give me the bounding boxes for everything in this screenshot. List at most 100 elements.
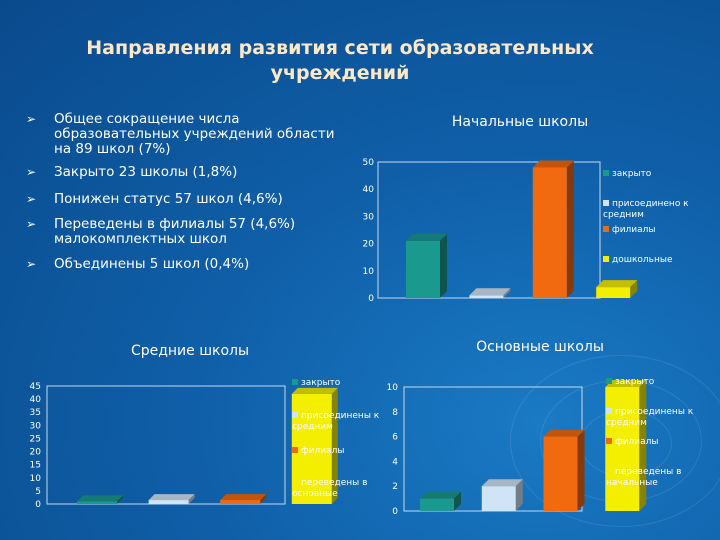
chart-title-secondary: Средние школы xyxy=(130,343,250,359)
y-tick-label: 35 xyxy=(30,408,41,418)
arrow-bullet-icon: ➢ xyxy=(26,112,37,126)
bullet-item: ➢ Понижен статус 57 школ (4,6%) xyxy=(22,192,342,207)
arrow-bullet-icon: ➢ xyxy=(26,192,37,206)
y-tick-label: 2 xyxy=(392,482,398,492)
ripple-decoration xyxy=(510,355,720,527)
bar-top xyxy=(596,280,638,288)
y-tick-label: 40 xyxy=(363,185,375,195)
y-tick-label: 50 xyxy=(363,158,375,168)
y-tick-label: 15 xyxy=(30,461,41,471)
bar xyxy=(77,501,117,504)
legend-label: средним xyxy=(603,210,644,220)
legend-swatch xyxy=(292,447,298,453)
bar-side xyxy=(639,380,647,511)
y-tick-label: 8 xyxy=(392,408,398,418)
legend-label: присоединены к xyxy=(301,411,380,421)
bullet-item: ➢ Общее сокращение числа образовательных … xyxy=(22,112,342,157)
bar-top xyxy=(406,233,447,241)
bullet-text: Закрыто 23 школы (1,8%) xyxy=(54,164,238,180)
y-tick-label: 25 xyxy=(30,434,41,444)
legend-label: закрыто xyxy=(615,377,655,387)
legend-swatch xyxy=(292,479,298,485)
bar-top xyxy=(420,491,461,499)
bar-side xyxy=(503,288,511,298)
bullet-text: Понижен статус 57 школ (4,6%) xyxy=(54,191,283,207)
legend-label: филиалы xyxy=(301,446,345,456)
bar-side xyxy=(331,387,338,504)
bullet-text: Переведены в филиалы 57 (4,6%) малокомпл… xyxy=(54,216,296,247)
bullet-item: ➢ Переведены в филиалы 57 (4,6%) малокомп… xyxy=(22,217,342,247)
legend-swatch xyxy=(606,468,612,474)
legend-label: переведены в xyxy=(615,467,681,477)
bar-top xyxy=(605,380,647,387)
y-tick-label: 40 xyxy=(30,395,42,405)
legend-label: переведены в xyxy=(301,478,367,488)
legend-label: средним xyxy=(292,422,333,432)
arrow-bullet-icon: ➢ xyxy=(26,257,37,271)
legend-label: филиалы xyxy=(612,225,656,235)
bar xyxy=(469,295,504,298)
y-tick-label: 10 xyxy=(363,267,375,277)
y-tick-label: 10 xyxy=(30,474,42,484)
bar-side xyxy=(630,280,638,298)
legend-swatch xyxy=(603,200,609,206)
bar xyxy=(406,240,440,298)
bar xyxy=(596,287,631,298)
arrow-bullet-icon: ➢ xyxy=(26,217,37,231)
legend-label: основные xyxy=(292,489,338,499)
legend-swatch xyxy=(292,379,298,385)
bar-side xyxy=(260,494,267,504)
legend-swatch xyxy=(606,438,612,444)
bar-top xyxy=(481,479,523,487)
bullet-text: Объединены 5 школ (0,4%) xyxy=(54,256,250,272)
y-tick-label: 6 xyxy=(392,433,398,443)
legend-swatch xyxy=(292,412,298,418)
bar-side xyxy=(454,491,461,511)
y-tick-label: 0 xyxy=(368,294,374,304)
y-tick-label: 20 xyxy=(363,240,375,250)
bar-top xyxy=(469,288,511,296)
y-tick-label: 0 xyxy=(35,500,41,510)
arrow-bullet-icon: ➢ xyxy=(26,165,37,179)
bar xyxy=(291,393,332,504)
bar xyxy=(543,436,578,511)
legend-label: присоединены к xyxy=(615,407,694,417)
y-tick-label: 45 xyxy=(30,382,41,392)
y-tick-label: 10 xyxy=(387,383,399,393)
bar-side xyxy=(188,494,195,504)
legend-swatch xyxy=(603,256,609,262)
bar-side xyxy=(566,160,574,298)
bar-side xyxy=(440,233,447,298)
bar xyxy=(481,486,516,511)
legend-label: начальные xyxy=(606,478,658,488)
bar xyxy=(148,500,189,504)
bar-side xyxy=(117,495,123,504)
legend-swatch xyxy=(603,226,609,232)
slide-title-line-2: учреждений xyxy=(270,62,410,84)
bar-side xyxy=(577,429,585,511)
y-tick-label: 20 xyxy=(30,448,42,458)
bar-top xyxy=(148,494,195,501)
bar-top xyxy=(291,387,338,394)
legend-swatch xyxy=(606,378,612,384)
bullet-item: ➢ Объединены 5 школ (0,4%) xyxy=(22,257,342,272)
legend-label: закрыто xyxy=(612,169,652,179)
legend-label: присоединено к xyxy=(612,199,689,209)
legend-label: дошкольные xyxy=(612,255,673,265)
chart-title-primary: Начальные школы xyxy=(451,114,589,130)
chart-title-basic: Основные школы xyxy=(476,339,604,355)
y-tick-label: 4 xyxy=(392,457,398,467)
bullet-list: ➢ Общее сокращение числа образовательных … xyxy=(22,112,342,272)
bar xyxy=(220,500,261,504)
bar xyxy=(605,387,640,511)
legend-label: закрыто xyxy=(301,378,341,388)
y-tick-label: 0 xyxy=(392,507,398,517)
legend-swatch xyxy=(603,170,609,176)
bar-top xyxy=(220,494,267,501)
bar-side xyxy=(515,479,523,511)
y-tick-label: 30 xyxy=(363,212,375,222)
bullet-text: Общее сокращение числа образовательных у… xyxy=(54,111,335,157)
